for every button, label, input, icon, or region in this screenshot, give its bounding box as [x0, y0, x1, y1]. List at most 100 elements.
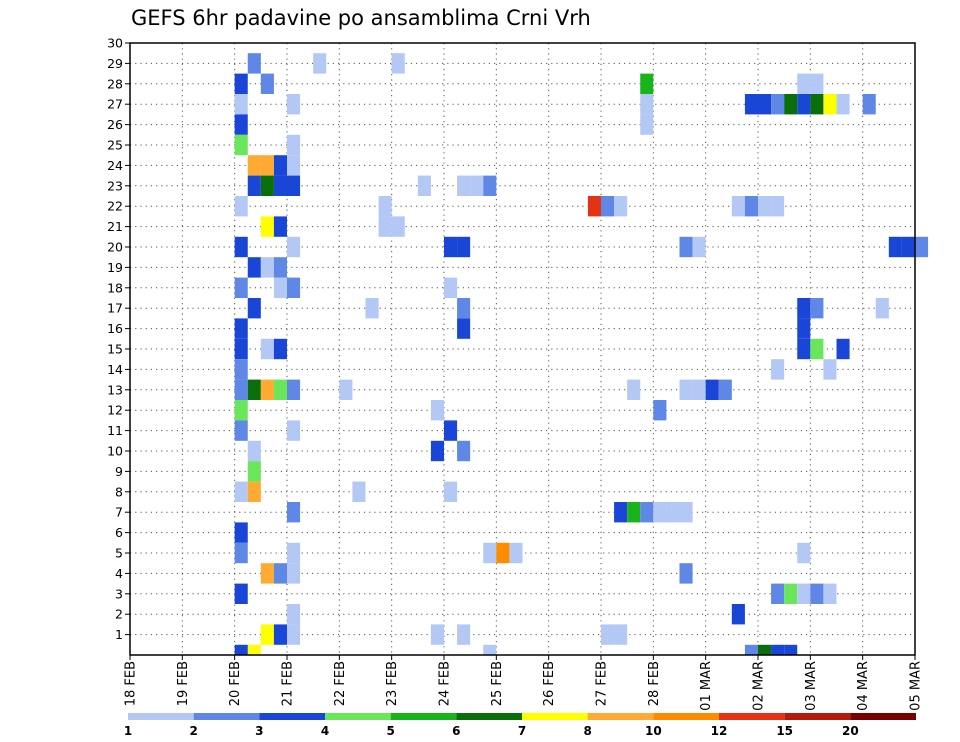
x-tick-label: 05 MAR	[909, 661, 924, 711]
colorbar-label: 6	[452, 724, 460, 738]
heatmap-cell	[247, 53, 261, 74]
heatmap-cell	[260, 257, 274, 278]
heatmap-cell	[810, 94, 824, 115]
heatmap-cell	[705, 379, 719, 400]
x-tick-label: 03 MAR	[804, 661, 819, 711]
heatmap-cell	[692, 236, 706, 258]
heatmap-cell	[365, 298, 379, 319]
x-tick-label: 28 FEB	[647, 661, 662, 706]
colorbar-label: 1	[124, 724, 132, 738]
heatmap-cell	[771, 583, 785, 604]
y-tick-label: 22	[107, 199, 123, 214]
heatmap-cell	[313, 53, 327, 74]
y-tick-label: 10	[107, 444, 123, 459]
heatmap-cell	[744, 196, 758, 217]
heatmap-cell	[234, 379, 248, 400]
heatmap-cell	[653, 502, 667, 523]
y-tick-label: 30	[107, 36, 123, 51]
y-tick-label: 29	[107, 56, 123, 71]
heatmap-cell	[430, 624, 444, 645]
heatmap-cell	[797, 73, 811, 94]
heatmap-cell	[679, 502, 693, 523]
y-tick-label: 27	[107, 97, 123, 112]
heatmap-cell	[444, 420, 458, 441]
y-tick-label: 8	[115, 484, 123, 499]
y-tick-label: 16	[107, 321, 123, 336]
y-tick-label: 14	[107, 362, 123, 377]
heatmap-cell	[679, 563, 693, 584]
heatmap-cell	[810, 583, 824, 604]
heatmap-cell	[234, 318, 248, 339]
y-tick-label: 11	[107, 423, 123, 438]
colorbar-swatch	[653, 713, 719, 720]
heatmap-cell	[287, 563, 301, 584]
y-tick-label: 18	[107, 280, 123, 295]
heatmap-cell	[483, 644, 497, 655]
color-legend: 1 2 3 4 5 6 7 8 10 12 15 20	[124, 713, 916, 738]
heatmap-cell	[901, 236, 915, 258]
heatmap-cell	[287, 624, 301, 645]
heatmap-cell	[287, 604, 301, 625]
heatmap-cell	[653, 400, 667, 421]
colorbar-swatch	[259, 713, 325, 720]
heatmap-cell	[731, 604, 745, 625]
y-tick-label: 28	[107, 76, 123, 91]
heatmap-cell	[247, 481, 261, 502]
y-tick-label: 13	[107, 382, 123, 397]
heatmap-cell	[260, 175, 274, 196]
y-tick-label: 12	[107, 403, 123, 418]
heatmap-cell	[627, 379, 641, 400]
heatmap-cell	[810, 338, 824, 360]
heatmap-cell	[797, 583, 811, 604]
heatmap-cell	[823, 583, 837, 604]
heatmap-cell	[744, 94, 758, 115]
heatmap-cell	[457, 236, 471, 258]
heatmap-cell	[614, 196, 628, 217]
heatmap-cell	[273, 379, 287, 400]
heatmap-cell	[731, 196, 745, 217]
heatmap-cell	[234, 583, 248, 604]
x-tick-label: 22 FEB	[333, 661, 348, 706]
chart-title: GEFS 6hr padavine po ansamblima Crni Vrh	[131, 6, 591, 30]
heatmap-cell	[287, 94, 301, 115]
heatmap-cell	[260, 73, 274, 94]
heatmap-cell	[692, 379, 706, 400]
heatmap-cell	[797, 298, 811, 319]
x-tick-label: 04 MAR	[856, 661, 871, 711]
heatmap-cell	[247, 155, 261, 176]
x-tick-label: 26 FEB	[542, 661, 557, 706]
heatmap-cell	[666, 502, 680, 523]
heatmap-cell	[771, 94, 785, 115]
heatmap-cell	[234, 359, 248, 380]
heatmap-cell	[810, 298, 824, 319]
colorbar-label: 8	[583, 724, 591, 738]
colorbar-swatch	[193, 713, 260, 720]
heatmap-cell	[718, 379, 732, 400]
heatmap-cell	[496, 542, 510, 564]
heatmap-cell	[614, 624, 628, 645]
heatmap-cell	[339, 379, 353, 400]
x-tick-label: 21 FEB	[281, 661, 296, 706]
y-tick-label: 23	[107, 178, 123, 193]
heatmap-cell	[601, 624, 615, 645]
x-tick-label: 18 FEB	[124, 661, 139, 706]
heatmap-cell	[875, 298, 889, 319]
heatmap-cell	[273, 563, 287, 584]
x-tick-label: 23 FEB	[385, 661, 400, 706]
heatmap-cell	[378, 216, 392, 237]
heatmap-cell	[417, 175, 431, 196]
colorbar-swatch	[719, 713, 785, 720]
colorbar-label: 5	[386, 724, 394, 738]
heatmap-cell	[234, 94, 248, 115]
heatmap-cell	[771, 644, 785, 655]
heatmap-cell	[260, 563, 274, 584]
y-tick-label: 26	[107, 117, 123, 132]
heatmap-cell	[260, 624, 274, 645]
heatmap-cell	[260, 216, 274, 237]
heatmap-cell	[234, 114, 248, 135]
heatmap-cell	[888, 236, 902, 258]
heatmap-cell	[234, 644, 248, 655]
heatmap-cell	[810, 73, 824, 94]
heatmap-cell	[784, 94, 798, 115]
